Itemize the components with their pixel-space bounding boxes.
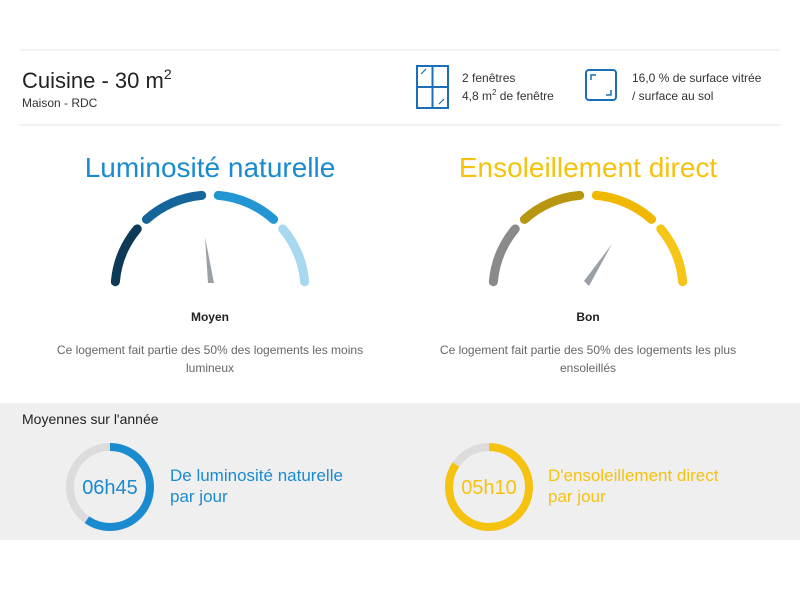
- exponent: 2: [492, 88, 497, 97]
- gauge-segment: [519, 190, 585, 224]
- average-time: 05h10: [461, 477, 517, 499]
- gauge-title: Ensoleillement direct: [459, 152, 718, 183]
- gauge-description: Ce logement fait partie des 50% des loge…: [57, 343, 363, 357]
- gauge-description: ensoleillés: [560, 361, 616, 375]
- gauge: [488, 190, 688, 287]
- average-label: par jour: [548, 487, 606, 506]
- glazing-icon: [585, 69, 617, 101]
- glazing-basis: / surface au sol: [632, 89, 713, 103]
- average-label: D'ensoleillement direct: [548, 466, 719, 485]
- gauge-level: Bon: [576, 310, 599, 324]
- donut-arc: [66, 443, 154, 531]
- gauge-description: lumineux: [186, 361, 234, 375]
- gauge: [110, 190, 310, 287]
- donut-arc: [445, 443, 533, 531]
- average-label: De luminosité naturelle: [170, 466, 343, 485]
- gauge-needle: [205, 237, 214, 283]
- room-title-text: Cuisine - 30 m: [22, 68, 164, 93]
- exponent: 2: [164, 66, 172, 82]
- window-area: 4,8 m2 de fenêtre: [462, 88, 554, 103]
- gauge-segment: [110, 224, 142, 287]
- average-time: 06h45: [82, 477, 138, 499]
- room-title: Cuisine - 30 m2: [22, 66, 172, 93]
- room-subtitle: Maison - RDC: [22, 96, 98, 110]
- gauge-segment: [141, 190, 207, 224]
- window-area-value: 4,8 m: [462, 89, 492, 103]
- average-label: par jour: [170, 487, 228, 506]
- glazing-ratio: 16,0 % de surface vitrée: [632, 71, 762, 85]
- window-icon: [416, 65, 449, 109]
- gauge-description: Ce logement fait partie des 50% des loge…: [440, 343, 736, 357]
- gauge-segment: [488, 224, 520, 287]
- averages-title: Moyennes sur l'année: [22, 411, 159, 427]
- gauge-segment: [278, 224, 310, 287]
- gauge-needle: [584, 244, 612, 286]
- gauge-segment: [656, 224, 688, 287]
- gauge-level: Moyen: [191, 310, 229, 324]
- window-count: 2 fenêtres: [462, 71, 515, 85]
- window-area-suffix: de fenêtre: [496, 89, 554, 103]
- gauge-title: Luminosité naturelle: [85, 152, 336, 183]
- gauge-segment: [591, 190, 657, 224]
- gauge-segment: [213, 190, 279, 224]
